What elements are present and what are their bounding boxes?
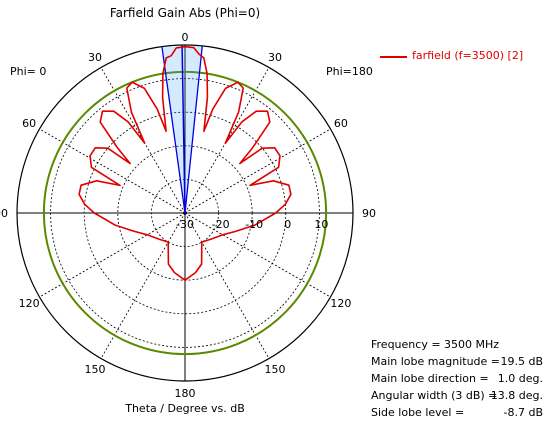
angle-tick-label: 30 (88, 51, 102, 64)
info-value: -8.7 dB (503, 406, 544, 419)
chart-title: Farfield Gain Abs (Phi=0) (110, 6, 260, 20)
grid-spoke (100, 212, 186, 359)
info-label: Angular width (3 dB) = (371, 389, 498, 402)
outer-circle (16, 44, 354, 382)
info-label: Frequency = 3500 MHz (371, 338, 500, 351)
beam-wedge (161, 45, 203, 214)
phi-right-label: Phi=180 (326, 65, 373, 78)
grid-spoke (39, 128, 186, 214)
angle-tick-label: 150 (265, 363, 286, 376)
info-row-width: Angular width (3 dB) = 13.8 deg. (371, 387, 547, 404)
radial-tick-label: -20 (212, 218, 230, 231)
radial-tick-label: -10 (245, 218, 263, 231)
grid-spoke (39, 212, 186, 298)
angle-tick-label: 90 (0, 207, 8, 220)
info-label: Main lobe magnitude = (371, 355, 501, 368)
angle-tick-label: 120 (330, 297, 351, 310)
angle-tick-label: 60 (22, 117, 36, 130)
angle-tick-label: 30 (268, 51, 282, 64)
angle-tick-label: 60 (334, 117, 348, 130)
info-value: 1.0 deg. (497, 372, 543, 385)
info-row-magnitude: Main lobe magnitude = 19.5 dB (371, 353, 547, 370)
info-label: Side lobe level = (371, 406, 465, 419)
radial-tick-label: -30 (176, 218, 194, 231)
angle-tick-label: 180 (175, 387, 196, 400)
grid-spoke (184, 212, 331, 298)
series-line (78, 45, 292, 281)
info-row-direction: Main lobe direction = 1.0 deg. (371, 370, 547, 387)
angle-tick-label: 90 (362, 207, 376, 220)
tick-labels: 0 30 60 90 120 150 180 150 120 90 60 30 -30 -20 -10 0 10 (0, 31, 376, 400)
phi-left-label: Phi= 0 (10, 65, 46, 78)
radial-tick-label: 10 (314, 218, 328, 231)
angle-tick-label: 120 (19, 297, 40, 310)
radial-tick-label: 0 (284, 218, 291, 231)
series-layer (42, 45, 328, 356)
info-row-frequency: Frequency = 3500 MHz (371, 336, 547, 353)
legend-swatch (380, 56, 407, 58)
info-value: 13.8 deg. (490, 389, 543, 402)
grid-spoke (184, 212, 270, 359)
grid-spoke (184, 128, 331, 214)
legend-entry: farfield (f=3500) [2] (412, 49, 524, 62)
info-value: 19.5 dB (500, 355, 543, 368)
beam-width-line (184, 45, 203, 214)
legend: farfield (f=3500) [2] (378, 49, 548, 65)
info-label: Main lobe direction = (371, 372, 489, 385)
beam-width-line (161, 46, 186, 214)
info-row-sidelobe: Side lobe level = -8.7 dB (371, 404, 547, 421)
x-axis-label: Theta / Degree vs. dB (124, 402, 245, 415)
angle-tick-label: 0 (182, 31, 189, 44)
info-panel: Frequency = 3500 MHz Main lobe magnitude… (371, 336, 547, 421)
reference-circle (42, 70, 328, 356)
main-lobe-direction-line (181, 45, 186, 214)
angle-tick-label: 150 (85, 363, 106, 376)
